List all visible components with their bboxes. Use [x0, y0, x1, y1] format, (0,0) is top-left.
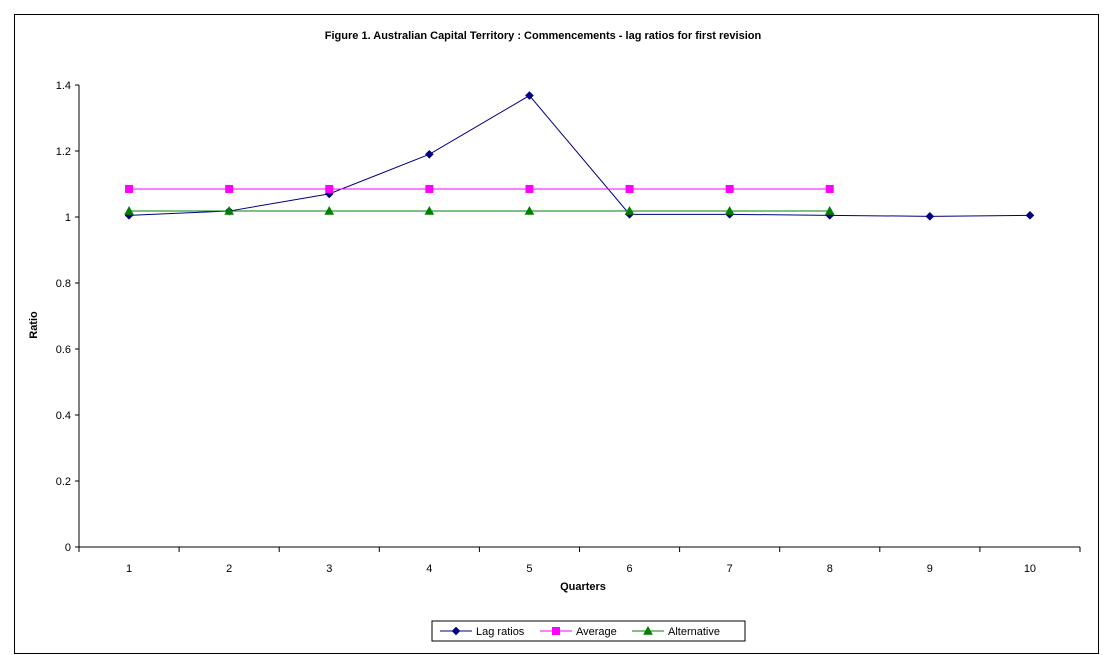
data-point-average: [125, 184, 134, 193]
y-tick-label: 0.2: [56, 476, 71, 488]
legend-label-alternative: Alternative: [668, 626, 720, 638]
y-tick-label: 0: [65, 542, 71, 554]
x-tick-label: 9: [927, 563, 933, 575]
data-point-alternative: [724, 206, 735, 215]
data-point-average: [225, 184, 234, 193]
data-point-average: [625, 184, 634, 193]
series-layer: [124, 91, 1035, 221]
legend-box: [431, 620, 746, 642]
data-point-average: [525, 184, 534, 193]
y-tick-label: 0.6: [56, 344, 71, 356]
y-tick-label: 1.2: [56, 146, 71, 158]
x-tick-label: 7: [727, 563, 733, 575]
axes: 0 0.2 0.4 0.6 0.8 1 1.2 1.4 1 2 3 4 5 6 7 8 9 10: [56, 80, 1081, 575]
y-axis-title: Ratio: [28, 311, 40, 339]
series-line-lag-ratios: [129, 94, 1030, 217]
x-tick-label: 4: [426, 563, 432, 575]
x-tick-label: 6: [626, 563, 632, 575]
data-point-alternative: [424, 206, 435, 215]
chart-svg: Figure 1. Australian Capital Territory :…: [28, 30, 1081, 642]
data-point-average: [825, 184, 834, 193]
x-tick-label: 8: [827, 563, 833, 575]
x-tick-label: 2: [226, 563, 232, 575]
x-tick-label: 5: [526, 563, 532, 575]
y-tick-label: 0.4: [56, 410, 71, 422]
chart-title: Figure 1. Australian Capital Territory :…: [325, 30, 762, 42]
data-point-average: [725, 184, 734, 193]
legend-label-lag-ratios: Lag ratios: [476, 626, 525, 638]
x-tick-label: 3: [326, 563, 332, 575]
data-point-alternative: [824, 206, 835, 215]
data-point-average: [425, 184, 434, 193]
data-point-lag-ratios: [525, 91, 534, 100]
legend-label-average: Average: [576, 626, 617, 638]
data-point-average: [325, 184, 334, 193]
x-axis-title: Quarters: [560, 581, 606, 593]
x-tick-label: 1: [126, 563, 132, 575]
y-tick-label: 0.8: [56, 278, 71, 290]
data-point-alternative: [624, 206, 635, 215]
data-point-alternative: [224, 206, 234, 215]
data-point-lag-ratios: [925, 212, 935, 221]
legend-marker-lag-ratios: [451, 626, 461, 636]
legend-marker-average: [552, 627, 560, 635]
data-point-lag-ratios: [425, 149, 434, 159]
y-tick-label: 1: [65, 212, 71, 224]
x-tick-label: 10: [1024, 563, 1036, 575]
data-point-alternative: [524, 206, 535, 215]
legend-marker-alternative: [643, 625, 653, 635]
chart-area: Figure 1. Australian Capital Territory :…: [14, 14, 1099, 654]
y-tick-label: 1.4: [56, 80, 71, 92]
data-point-lag-ratios: [1025, 211, 1035, 220]
legend: Lag ratios Average Alternative: [431, 620, 746, 642]
data-point-alternative: [124, 206, 134, 215]
data-point-alternative: [324, 206, 335, 215]
